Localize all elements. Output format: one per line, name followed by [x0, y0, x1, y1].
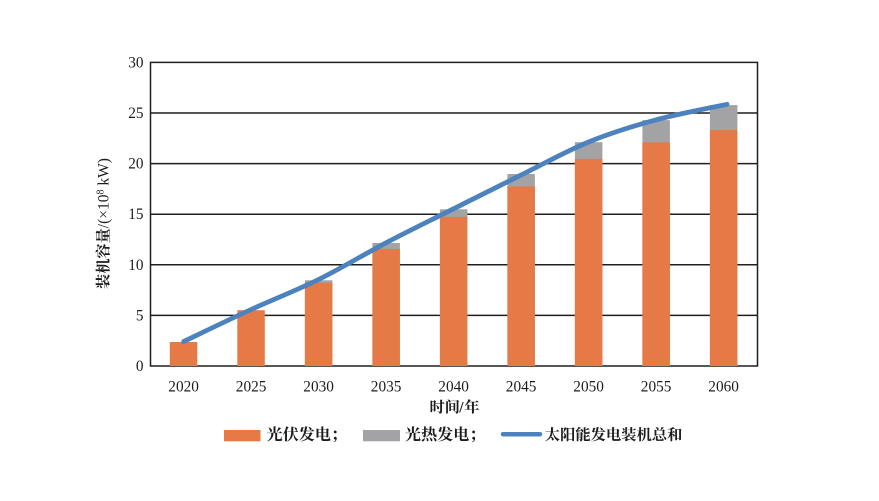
svg-text:5: 5 — [136, 307, 144, 324]
svg-text:10: 10 — [128, 257, 144, 274]
svg-text:0: 0 — [136, 358, 144, 375]
svg-text:25: 25 — [128, 105, 144, 122]
svg-text:2060: 2060 — [708, 379, 739, 396]
svg-text:15: 15 — [128, 206, 144, 223]
svg-text:/: / — [458, 399, 464, 416]
svg-text:2025: 2025 — [236, 379, 267, 396]
svg-text:2040: 2040 — [438, 379, 469, 396]
svg-text:20: 20 — [128, 156, 144, 173]
svg-text:2035: 2035 — [371, 379, 402, 396]
svg-text:2055: 2055 — [641, 379, 672, 396]
svg-text:2030: 2030 — [303, 379, 334, 396]
svg-text:30: 30 — [128, 54, 144, 71]
svg-text:2045: 2045 — [506, 379, 537, 396]
svg-text:2020: 2020 — [168, 379, 199, 396]
svg-text:/(×108 kW): /(×108 kW) — [96, 158, 113, 228]
svg-text:2050: 2050 — [573, 379, 604, 396]
